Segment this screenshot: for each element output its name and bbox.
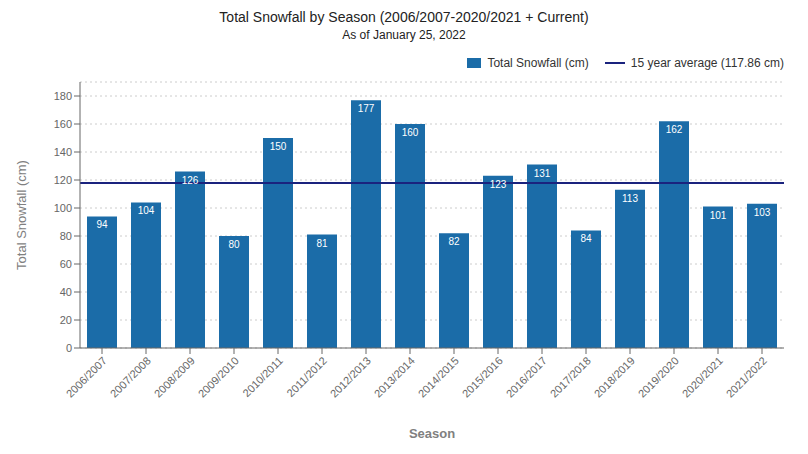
svg-text:160: 160: [402, 127, 419, 138]
svg-text:140: 140: [54, 146, 72, 158]
svg-text:162: 162: [666, 124, 683, 135]
svg-text:2021/2022: 2021/2022: [724, 354, 769, 399]
svg-text:60: 60: [60, 258, 72, 270]
svg-text:177: 177: [358, 103, 375, 114]
svg-text:2011/2012: 2011/2012: [284, 354, 329, 399]
svg-text:113: 113: [622, 193, 638, 204]
svg-text:80: 80: [228, 239, 240, 250]
svg-text:0: 0: [66, 342, 72, 354]
svg-text:20: 20: [60, 314, 72, 326]
svg-text:150: 150: [270, 141, 287, 152]
svg-text:180: 180: [54, 90, 72, 102]
svg-text:2008/2009: 2008/2009: [152, 354, 197, 399]
svg-text:94: 94: [96, 219, 108, 230]
html-text:Total Snowfall (cm): Total Snowfall (cm): [487, 56, 589, 70]
svg-text:2015/2016: 2015/2016: [460, 354, 505, 399]
svg-text:2017/2018: 2017/2018: [548, 354, 593, 399]
svg-text:Total Snowfall (cm): Total Snowfall (cm): [14, 160, 29, 270]
svg-text:2010/2011: 2010/2011: [240, 354, 285, 399]
svg-text:123: 123: [490, 179, 507, 190]
svg-text:160: 160: [54, 118, 72, 130]
svg-text:Season: Season: [409, 426, 455, 441]
svg-text:80: 80: [60, 230, 72, 242]
svg-text:84: 84: [580, 233, 592, 244]
html-text:Total Snowfall by Season (2006: Total Snowfall by Season (2006/2007-2020…: [219, 9, 589, 25]
svg-text:2013/2014: 2013/2014: [372, 354, 417, 399]
svg-text:2020/2021: 2020/2021: [680, 354, 725, 399]
svg-text:2018/2019: 2018/2019: [592, 354, 637, 399]
svg-text:40: 40: [60, 286, 72, 298]
html-text:15 year average (117.86 cm): 15 year average (117.86 cm): [630, 56, 784, 70]
svg-text:126: 126: [182, 175, 199, 186]
svg-text:2014/2015: 2014/2015: [416, 354, 461, 399]
svg-text:104: 104: [138, 205, 155, 216]
svg-text:2012/2013: 2012/2013: [328, 354, 373, 399]
svg-text:120: 120: [54, 174, 72, 186]
html-text:As of January 25, 2022: As of January 25, 2022: [342, 28, 466, 42]
svg-text:82: 82: [448, 236, 460, 247]
svg-text:2007/2008: 2007/2008: [108, 354, 153, 399]
svg-text:103: 103: [754, 207, 771, 218]
svg-text:100: 100: [54, 202, 72, 214]
svg-text:2019/2020: 2019/2020: [636, 354, 681, 399]
svg-text:2009/2010: 2009/2010: [196, 354, 241, 399]
svg-text:2016/2017: 2016/2017: [504, 354, 549, 399]
svg-text:81: 81: [316, 238, 328, 249]
svg-text:101: 101: [710, 210, 727, 221]
svg-text:131: 131: [534, 168, 551, 179]
svg-text:2006/2007: 2006/2007: [64, 354, 109, 399]
